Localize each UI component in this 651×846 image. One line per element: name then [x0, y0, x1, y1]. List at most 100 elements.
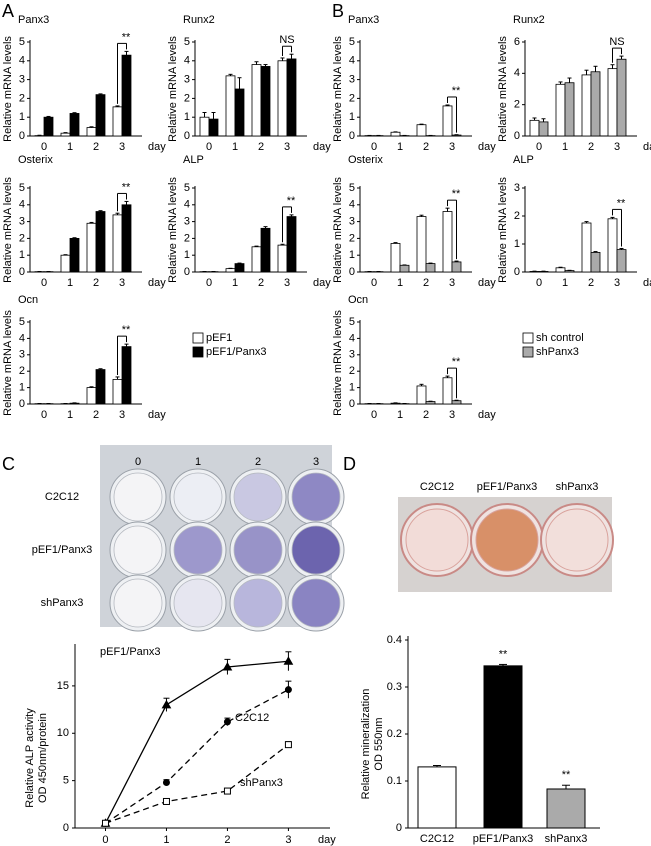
y-tick-label: 0.2 — [387, 728, 402, 740]
legend-swatch — [192, 346, 204, 358]
bar — [416, 216, 427, 273]
x-tick-label: 3 — [449, 277, 455, 289]
subplot-title: Ocn — [348, 294, 368, 306]
bar — [95, 369, 106, 405]
y-tick-label: 0 — [396, 822, 402, 834]
y-axis-label: Relative mRNA levels — [332, 310, 344, 416]
x-tick-label: 0 — [536, 141, 542, 153]
annotation: ** — [499, 648, 508, 660]
x-tick-label: 3 — [119, 409, 125, 421]
x-tick-label: 0 — [102, 834, 108, 846]
y-tick-label: 4 — [349, 332, 355, 344]
column-label: C2C12 — [420, 481, 454, 493]
x-tick-label: 0 — [371, 409, 377, 421]
series-label: shPanx3 — [240, 777, 283, 789]
x-unit: day — [643, 141, 651, 153]
bar — [234, 263, 245, 273]
x-tick-label: 1 — [67, 409, 73, 421]
annotation: ** — [452, 85, 461, 97]
x-tick-label: 1 — [232, 277, 238, 289]
bar — [112, 378, 123, 405]
bar — [399, 264, 410, 273]
y-tick-label: 3 — [349, 74, 355, 86]
y-tick-label: 0 — [349, 130, 355, 142]
y-tick-label: 15 — [57, 680, 69, 692]
x-tick-label: 2 — [258, 141, 264, 153]
marker — [223, 718, 231, 726]
bar — [86, 222, 97, 273]
y-tick-label: 2 — [19, 92, 25, 104]
x-unit: day — [478, 409, 496, 421]
bar — [225, 75, 236, 137]
x-unit: day — [478, 277, 496, 289]
well — [233, 525, 283, 575]
y-tick-label: 0 — [184, 266, 190, 278]
well — [233, 578, 283, 628]
bar — [286, 216, 297, 273]
x-tick-label: 2 — [93, 277, 99, 289]
series-label: C2C12 — [235, 712, 269, 724]
bar — [416, 385, 427, 405]
bar — [607, 68, 618, 137]
y-axis-label: Relative mRNA levels — [2, 177, 14, 283]
x-tick-label: 0 — [206, 141, 212, 153]
well — [291, 525, 341, 575]
x-unit: day — [148, 277, 166, 289]
marker — [162, 779, 170, 787]
x-tick-label: 0 — [41, 409, 47, 421]
subplot-title: Panx3 — [18, 14, 49, 26]
subplot-title: Ocn — [18, 294, 38, 306]
x-tick-label: 1 — [163, 834, 169, 846]
annotation: ** — [562, 769, 571, 781]
bar — [121, 54, 132, 137]
y-tick-label: 4 — [19, 55, 25, 67]
bar — [390, 131, 401, 137]
bar — [451, 134, 462, 137]
y-tick-label: 1 — [184, 249, 190, 261]
legend-label: pEF1/Panx3 — [206, 346, 267, 358]
row-label: pEF1/Panx3 — [32, 544, 93, 556]
subplot-title: Runx2 — [183, 14, 215, 26]
y-tick-label: 4 — [514, 67, 520, 79]
bar — [616, 58, 627, 137]
x-tick-label: 0 — [41, 141, 47, 153]
y-axis-label: Relative mRNA levels — [2, 310, 14, 416]
annotation: ** — [122, 181, 131, 193]
marker — [284, 741, 292, 749]
y-tick-label: 5 — [349, 36, 355, 48]
bar — [616, 249, 627, 273]
subplot-title: Osterix — [348, 154, 383, 166]
annotation: ** — [287, 195, 296, 207]
x-tick-label: 3 — [285, 834, 291, 846]
y-tick-label: 0.3 — [387, 681, 402, 693]
bar — [607, 218, 618, 273]
x-tick-label: 3 — [614, 277, 620, 289]
x-tick-label: 3 — [449, 141, 455, 153]
bar — [277, 244, 288, 273]
annotation: NS — [609, 36, 624, 48]
y-axis-label: OD 450nm/protein — [37, 713, 49, 803]
subplot-title: Runx2 — [513, 14, 545, 26]
legend-swatch — [522, 346, 534, 358]
column-label: shPanx3 — [556, 481, 599, 493]
x-tick-label: 0 — [371, 277, 377, 289]
bar — [43, 116, 54, 137]
y-tick-label: 0 — [184, 130, 190, 142]
y-tick-label: 5 — [349, 316, 355, 328]
y-tick-label: 2 — [19, 232, 25, 244]
annotation: ** — [617, 197, 626, 209]
x-tick-label: 0 — [206, 277, 212, 289]
annotation: ** — [452, 188, 461, 200]
x-tick-label: 3 — [284, 141, 290, 153]
column-label: pEF1/Panx3 — [477, 481, 538, 493]
y-tick-label: 1 — [184, 111, 190, 123]
y-tick-label: 0 — [349, 266, 355, 278]
x-tick-label: 1 — [67, 141, 73, 153]
subplot-title: ALP — [513, 154, 534, 166]
x-unit: day — [313, 277, 331, 289]
y-tick-label: 0.1 — [387, 775, 402, 787]
bar — [425, 263, 436, 273]
bar — [442, 377, 453, 405]
x-unit: day — [148, 141, 166, 153]
